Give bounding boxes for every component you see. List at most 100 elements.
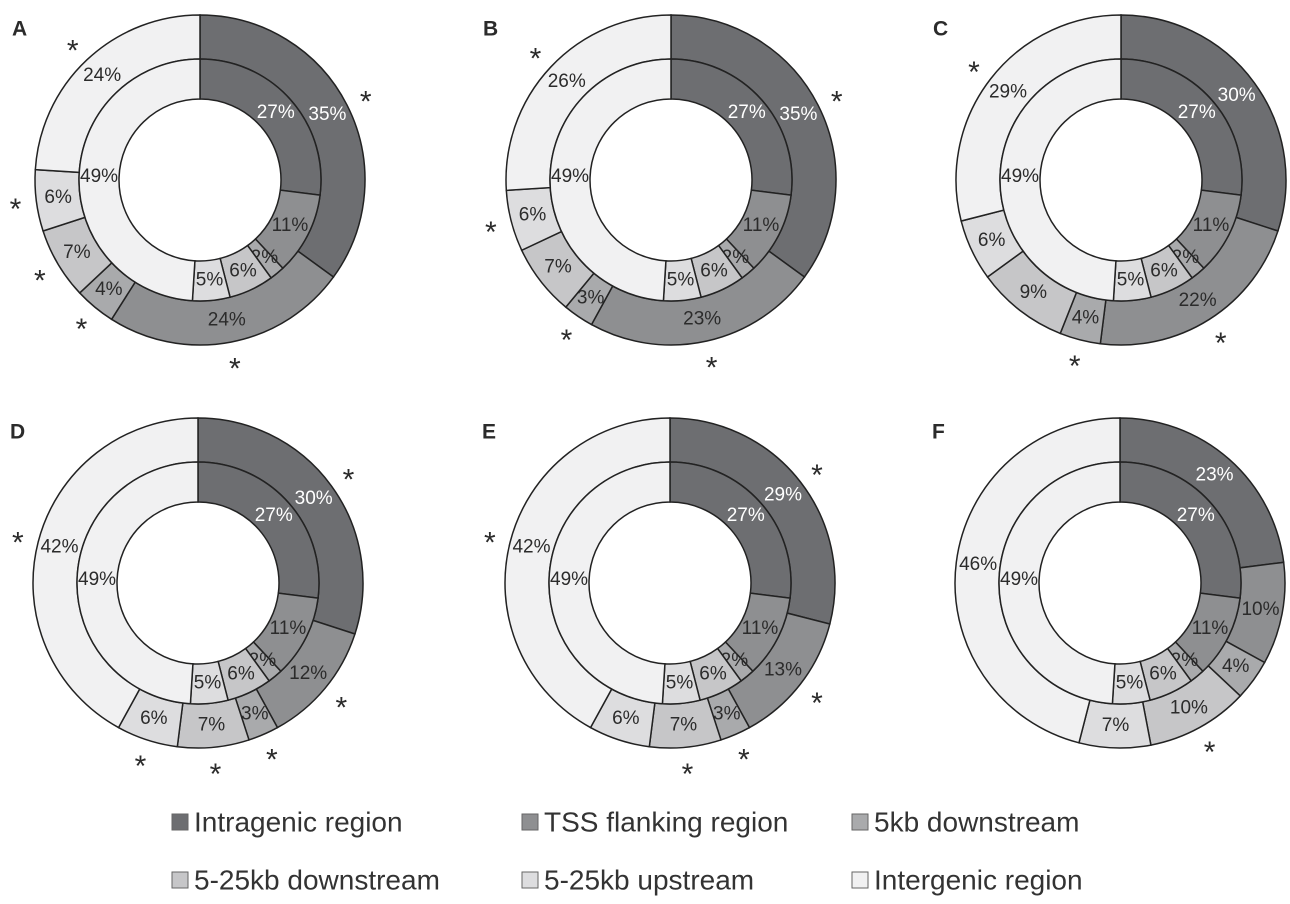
segment-label: 6% — [519, 205, 547, 226]
segment-label: 5% — [1116, 673, 1144, 694]
segment-label: 3% — [577, 287, 605, 308]
panel-label: B — [483, 18, 498, 41]
segment-label: 10% — [1170, 697, 1208, 718]
legend-label: TSS flanking region — [544, 806, 788, 837]
segment-label: 11% — [272, 215, 309, 236]
segment-label: 24% — [83, 65, 121, 86]
segment-label: 30% — [1218, 85, 1256, 106]
segment-label: 11% — [742, 618, 779, 639]
segment-label: 5% — [1117, 270, 1145, 291]
legend-swatch — [171, 871, 189, 889]
segment-label: 5% — [196, 270, 224, 291]
segment-label: 49% — [78, 569, 116, 590]
panel-label: C — [933, 18, 948, 41]
segment-label: 13% — [764, 660, 802, 681]
segment-label: 29% — [764, 484, 802, 505]
segment-label: 6% — [612, 708, 640, 729]
significance-mark: * — [266, 744, 278, 777]
significance-mark: * — [34, 265, 46, 298]
segment-label: 11% — [1193, 215, 1230, 236]
segment-label: 6% — [229, 260, 257, 281]
segment-label: 49% — [550, 569, 588, 590]
donut-segment — [548, 461, 671, 705]
segment-label: 3% — [241, 703, 269, 724]
segment-label: 24% — [208, 309, 246, 330]
legend-swatch — [521, 813, 539, 831]
segment-label: 26% — [548, 71, 586, 92]
panel-label: D — [10, 421, 25, 444]
significance-mark: * — [335, 691, 347, 724]
panel-label: A — [12, 18, 27, 41]
legend-swatch — [851, 871, 869, 889]
segment-label: 5% — [667, 270, 695, 291]
segment-label: 7% — [63, 242, 91, 263]
segment-label: 30% — [295, 488, 333, 509]
segment-label: 23% — [1196, 465, 1234, 486]
segment-label: 4% — [95, 279, 123, 300]
segment-label: 23% — [683, 309, 721, 330]
significance-mark: * — [1204, 736, 1216, 769]
segment-label: 11% — [743, 215, 780, 236]
segment-label: 11% — [270, 618, 307, 639]
significance-mark: * — [485, 216, 497, 249]
segment-label: 27% — [727, 505, 765, 526]
legend-swatch — [171, 813, 189, 831]
segment-label: 27% — [1177, 505, 1215, 526]
segment-label: 42% — [512, 536, 550, 557]
significance-mark: * — [706, 351, 718, 384]
legend-label: Intergenic region — [874, 864, 1083, 895]
significance-mark: * — [738, 744, 750, 777]
segment-label: 4% — [1222, 656, 1250, 677]
significance-mark: * — [67, 34, 79, 67]
segment-label: 6% — [1149, 663, 1177, 684]
segment-label: 6% — [978, 230, 1006, 251]
donut-segment — [549, 58, 672, 302]
segment-label: 5% — [666, 673, 694, 694]
significance-mark: * — [811, 459, 823, 492]
segment-label: 6% — [700, 260, 728, 281]
donut-segment — [998, 461, 1121, 705]
significance-mark: * — [968, 56, 980, 89]
donut-segment — [76, 461, 199, 705]
segment-label: 7% — [544, 257, 572, 278]
segment-label: 12% — [289, 663, 327, 684]
panel-label: E — [482, 421, 496, 444]
segment-label: 49% — [551, 166, 589, 187]
segment-label: 27% — [728, 102, 766, 123]
panel-label: F — [932, 421, 945, 444]
segment-label: 6% — [44, 187, 72, 208]
segment-label: 42% — [40, 536, 78, 557]
legend-label: 5-25kb downstream — [194, 864, 440, 895]
significance-mark: * — [682, 758, 694, 791]
segment-label: 27% — [255, 505, 293, 526]
segment-label: 29% — [989, 81, 1027, 102]
segment-label: 35% — [308, 104, 346, 125]
segment-label: 11% — [1192, 618, 1229, 639]
segment-label: 3% — [713, 703, 741, 724]
segment-label: 27% — [1178, 102, 1216, 123]
legend-label: Intragenic region — [194, 806, 403, 837]
significance-mark: * — [1215, 327, 1227, 360]
segment-label: 49% — [1001, 166, 1039, 187]
segment-label: 6% — [1150, 260, 1178, 281]
significance-mark: * — [360, 85, 372, 118]
significance-mark: * — [1069, 350, 1081, 383]
segment-label: 10% — [1241, 599, 1279, 620]
significance-mark: * — [135, 750, 147, 783]
segment-label: 7% — [198, 714, 226, 735]
significance-mark: * — [811, 687, 823, 720]
segment-label: 22% — [1179, 290, 1217, 311]
segment-label: 6% — [227, 663, 255, 684]
segment-label: 7% — [670, 714, 698, 735]
segment-label: 5% — [194, 673, 222, 694]
significance-mark: * — [484, 527, 496, 560]
segment-label: 4% — [1072, 308, 1100, 329]
segment-label: 27% — [257, 102, 295, 123]
significance-mark: * — [831, 85, 843, 118]
legend-label: 5kb downstream — [874, 806, 1079, 837]
significance-mark: * — [229, 353, 241, 386]
significance-mark: * — [12, 527, 24, 560]
significance-mark: * — [530, 43, 542, 76]
legend-swatch — [521, 871, 539, 889]
